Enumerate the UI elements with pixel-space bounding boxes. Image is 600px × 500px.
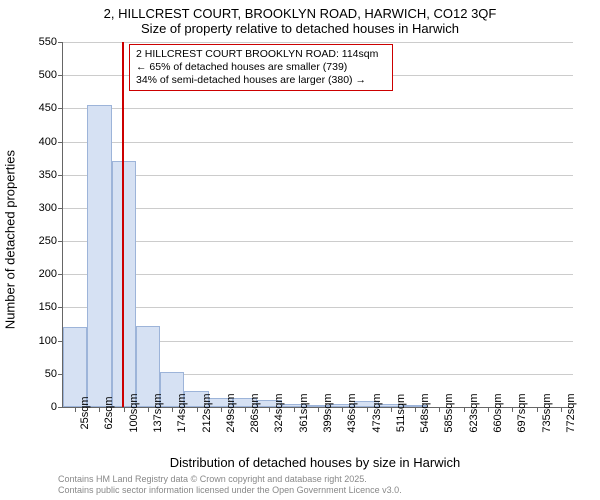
x-tick-mark [391,407,392,412]
grid-line [63,274,573,275]
x-tick-mark [148,407,149,412]
y-tick-mark [58,142,63,143]
y-tick-label: 100 [39,335,57,347]
x-tick-mark [294,407,295,412]
y-tick-label: 400 [39,136,57,148]
y-tick-mark [58,307,63,308]
x-tick-label: 100sqm [128,393,140,432]
x-tick-label: 511sqm [395,394,407,432]
y-tick-label: 450 [39,102,57,114]
x-tick-label: 585sqm [443,393,455,432]
footer-note: Contains HM Land Registry data © Crown c… [58,474,402,497]
histogram-bar [87,105,111,407]
x-tick-mark [415,407,416,412]
x-tick-mark [172,407,173,412]
x-tick-mark [75,407,76,412]
x-tick-label: 697sqm [516,393,528,432]
x-tick-mark [342,407,343,412]
annotation-line1: 2 HILLCREST COURT BROOKLYN ROAD: 114sqm [136,48,386,61]
x-tick-label: 286sqm [249,393,261,432]
y-tick-label: 500 [39,69,57,81]
x-tick-label: 735sqm [541,393,553,432]
x-tick-label: 548sqm [419,393,431,432]
x-tick-label: 623sqm [468,393,480,432]
y-tick-mark [58,175,63,176]
chart-title-line2: Size of property relative to detached ho… [0,21,600,36]
x-axis-label: Distribution of detached houses by size … [60,455,570,470]
y-tick-mark [58,241,63,242]
x-tick-label: 249sqm [225,393,237,432]
y-tick-mark [58,42,63,43]
x-tick-label: 772sqm [565,393,577,432]
y-tick-mark [58,75,63,76]
y-tick-label: 50 [45,368,57,380]
y-tick-label: 350 [39,169,57,181]
x-tick-label: 174sqm [176,393,188,432]
x-tick-mark [269,407,270,412]
x-tick-mark [318,407,319,412]
annotation-line3: 34% of semi-detached houses are larger (… [136,74,386,87]
y-tick-mark [58,274,63,275]
y-tick-label: 0 [51,401,57,413]
y-tick-label: 550 [39,36,57,48]
y-tick-label: 300 [39,202,57,214]
y-tick-label: 200 [39,268,57,280]
annotation-box: 2 HILLCREST COURT BROOKLYN ROAD: 114sqm … [129,44,393,91]
reference-line [122,42,124,407]
x-tick-mark [197,407,198,412]
annotation-line2: ← 65% of detached houses are smaller (73… [136,61,386,74]
y-tick-mark [58,407,63,408]
grid-line [63,241,573,242]
x-tick-label: 660sqm [492,393,504,432]
x-tick-label: 62sqm [103,396,115,429]
x-tick-label: 212sqm [201,393,213,432]
grid-line [63,307,573,308]
chart-title-line1: 2, HILLCREST COURT, BROOKLYN ROAD, HARWI… [0,0,600,21]
x-tick-mark [439,407,440,412]
y-tick-mark [58,108,63,109]
histogram-bar [63,327,87,407]
x-tick-label: 324sqm [273,393,285,432]
x-tick-mark [367,407,368,412]
x-tick-label: 436sqm [346,393,358,432]
x-tick-label: 137sqm [152,393,164,432]
x-tick-mark [537,407,538,412]
grid-line [63,42,573,43]
x-tick-label: 473sqm [371,393,383,432]
plot-area: 05010015020025030035040045050055025sqm62… [62,42,573,408]
x-tick-mark [245,407,246,412]
chart-container: 2, HILLCREST COURT, BROOKLYN ROAD, HARWI… [0,0,600,500]
y-tick-label: 250 [39,235,57,247]
grid-line [63,142,573,143]
x-tick-mark [221,407,222,412]
x-tick-mark [488,407,489,412]
grid-line [63,175,573,176]
footer-line2: Contains public sector information licen… [58,485,402,496]
x-tick-label: 399sqm [322,393,334,432]
x-tick-mark [512,407,513,412]
x-tick-mark [561,407,562,412]
grid-line [63,208,573,209]
x-tick-mark [124,407,125,412]
x-tick-mark [99,407,100,412]
footer-line1: Contains HM Land Registry data © Crown c… [58,474,402,485]
x-tick-label: 361sqm [298,393,310,432]
y-axis-label: Number of detached properties [3,150,18,329]
y-tick-mark [58,208,63,209]
y-tick-label: 150 [39,301,57,313]
grid-line [63,108,573,109]
x-tick-label: 25sqm [79,396,91,429]
x-tick-mark [464,407,465,412]
